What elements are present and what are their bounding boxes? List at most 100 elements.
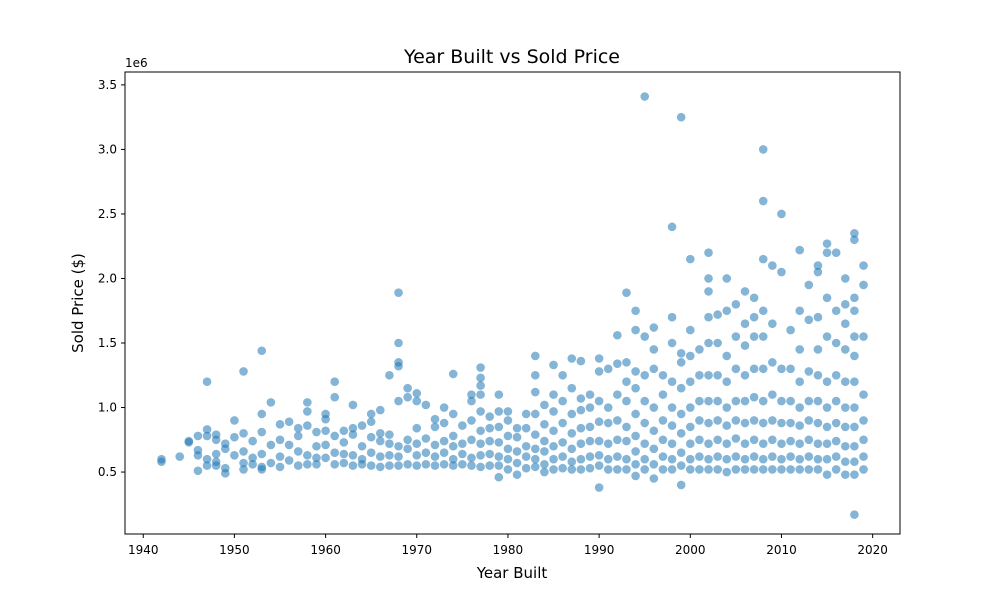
data-point bbox=[530, 444, 540, 454]
data-point bbox=[831, 452, 841, 461]
data-point bbox=[622, 377, 631, 387]
data-point bbox=[366, 461, 376, 470]
data-point bbox=[658, 370, 668, 380]
data-point bbox=[293, 431, 303, 441]
data-point bbox=[467, 416, 476, 425]
data-point bbox=[704, 454, 713, 464]
chart-title: Year Built vs Sold Price bbox=[403, 46, 620, 68]
data-point bbox=[275, 435, 285, 445]
data-point bbox=[676, 480, 686, 490]
data-point bbox=[740, 465, 750, 474]
data-point bbox=[758, 465, 768, 474]
data-point bbox=[731, 416, 741, 425]
data-point bbox=[695, 452, 704, 461]
data-point bbox=[831, 306, 841, 316]
data-point bbox=[804, 452, 814, 461]
data-point bbox=[321, 409, 330, 419]
data-point bbox=[722, 454, 732, 464]
data-point bbox=[731, 452, 741, 461]
data-point bbox=[685, 325, 695, 335]
data-point bbox=[303, 450, 312, 460]
data-point bbox=[613, 452, 622, 461]
data-point bbox=[211, 449, 221, 459]
data-point bbox=[695, 435, 704, 445]
data-point bbox=[649, 426, 659, 436]
data-point bbox=[394, 441, 403, 451]
data-point bbox=[348, 400, 358, 410]
data-point bbox=[768, 390, 777, 399]
data-point bbox=[512, 458, 522, 468]
data-point bbox=[230, 450, 239, 460]
data-point bbox=[631, 447, 640, 456]
data-point bbox=[312, 453, 321, 463]
data-point bbox=[704, 274, 713, 283]
data-point bbox=[804, 315, 814, 325]
data-point bbox=[640, 465, 650, 474]
data-point bbox=[303, 460, 312, 469]
data-point bbox=[458, 421, 467, 430]
data-point bbox=[521, 409, 531, 419]
data-point bbox=[685, 403, 695, 412]
data-point bbox=[394, 396, 403, 406]
data-point bbox=[795, 465, 805, 474]
data-point bbox=[202, 377, 212, 387]
data-point bbox=[385, 430, 394, 439]
data-point bbox=[850, 457, 859, 467]
data-point bbox=[713, 396, 722, 406]
data-point bbox=[530, 454, 540, 464]
data-point bbox=[695, 416, 704, 425]
data-point bbox=[695, 465, 704, 474]
data-point bbox=[540, 460, 549, 469]
data-point bbox=[394, 461, 403, 470]
data-point bbox=[576, 394, 586, 403]
data-point bbox=[758, 306, 768, 316]
data-point bbox=[740, 319, 750, 328]
data-point bbox=[439, 418, 449, 428]
data-point bbox=[220, 463, 230, 473]
x-tick-label: 1960 bbox=[310, 543, 341, 557]
data-point bbox=[439, 448, 449, 458]
data-point bbox=[476, 426, 485, 436]
data-point bbox=[667, 338, 677, 348]
data-point bbox=[649, 444, 659, 454]
data-point bbox=[193, 466, 203, 476]
data-point bbox=[585, 436, 595, 446]
data-point bbox=[512, 447, 522, 456]
data-point bbox=[330, 431, 340, 441]
plot-frame bbox=[124, 71, 901, 535]
y-tick-label: 2.5 bbox=[98, 207, 117, 221]
y-tick-label: 1.5 bbox=[98, 336, 117, 350]
x-tick-label: 1950 bbox=[219, 543, 250, 557]
data-point bbox=[603, 465, 613, 474]
data-point bbox=[558, 438, 567, 447]
data-point bbox=[640, 454, 650, 464]
data-point bbox=[594, 461, 604, 470]
data-point bbox=[813, 345, 823, 354]
data-point bbox=[840, 377, 850, 387]
data-point bbox=[622, 422, 631, 432]
data-point bbox=[631, 471, 640, 481]
data-point bbox=[840, 457, 850, 467]
data-point bbox=[758, 454, 768, 464]
data-point bbox=[676, 349, 686, 358]
data-point bbox=[448, 409, 458, 419]
data-point bbox=[813, 267, 823, 277]
data-point bbox=[768, 465, 777, 474]
data-point bbox=[722, 306, 732, 316]
data-point bbox=[749, 392, 759, 402]
data-point bbox=[366, 448, 376, 458]
data-point bbox=[622, 396, 631, 406]
data-point bbox=[813, 465, 823, 474]
data-point bbox=[439, 436, 449, 446]
x-tick-label: 2010 bbox=[766, 543, 797, 557]
data-point bbox=[403, 460, 412, 469]
data-point bbox=[631, 325, 640, 335]
data-point bbox=[293, 447, 303, 456]
data-point bbox=[685, 377, 695, 387]
data-point bbox=[795, 377, 805, 387]
data-point bbox=[175, 452, 185, 461]
data-point bbox=[859, 390, 868, 399]
x-tick-label: 1980 bbox=[493, 543, 524, 557]
data-point bbox=[594, 450, 604, 460]
data-point bbox=[813, 261, 823, 270]
